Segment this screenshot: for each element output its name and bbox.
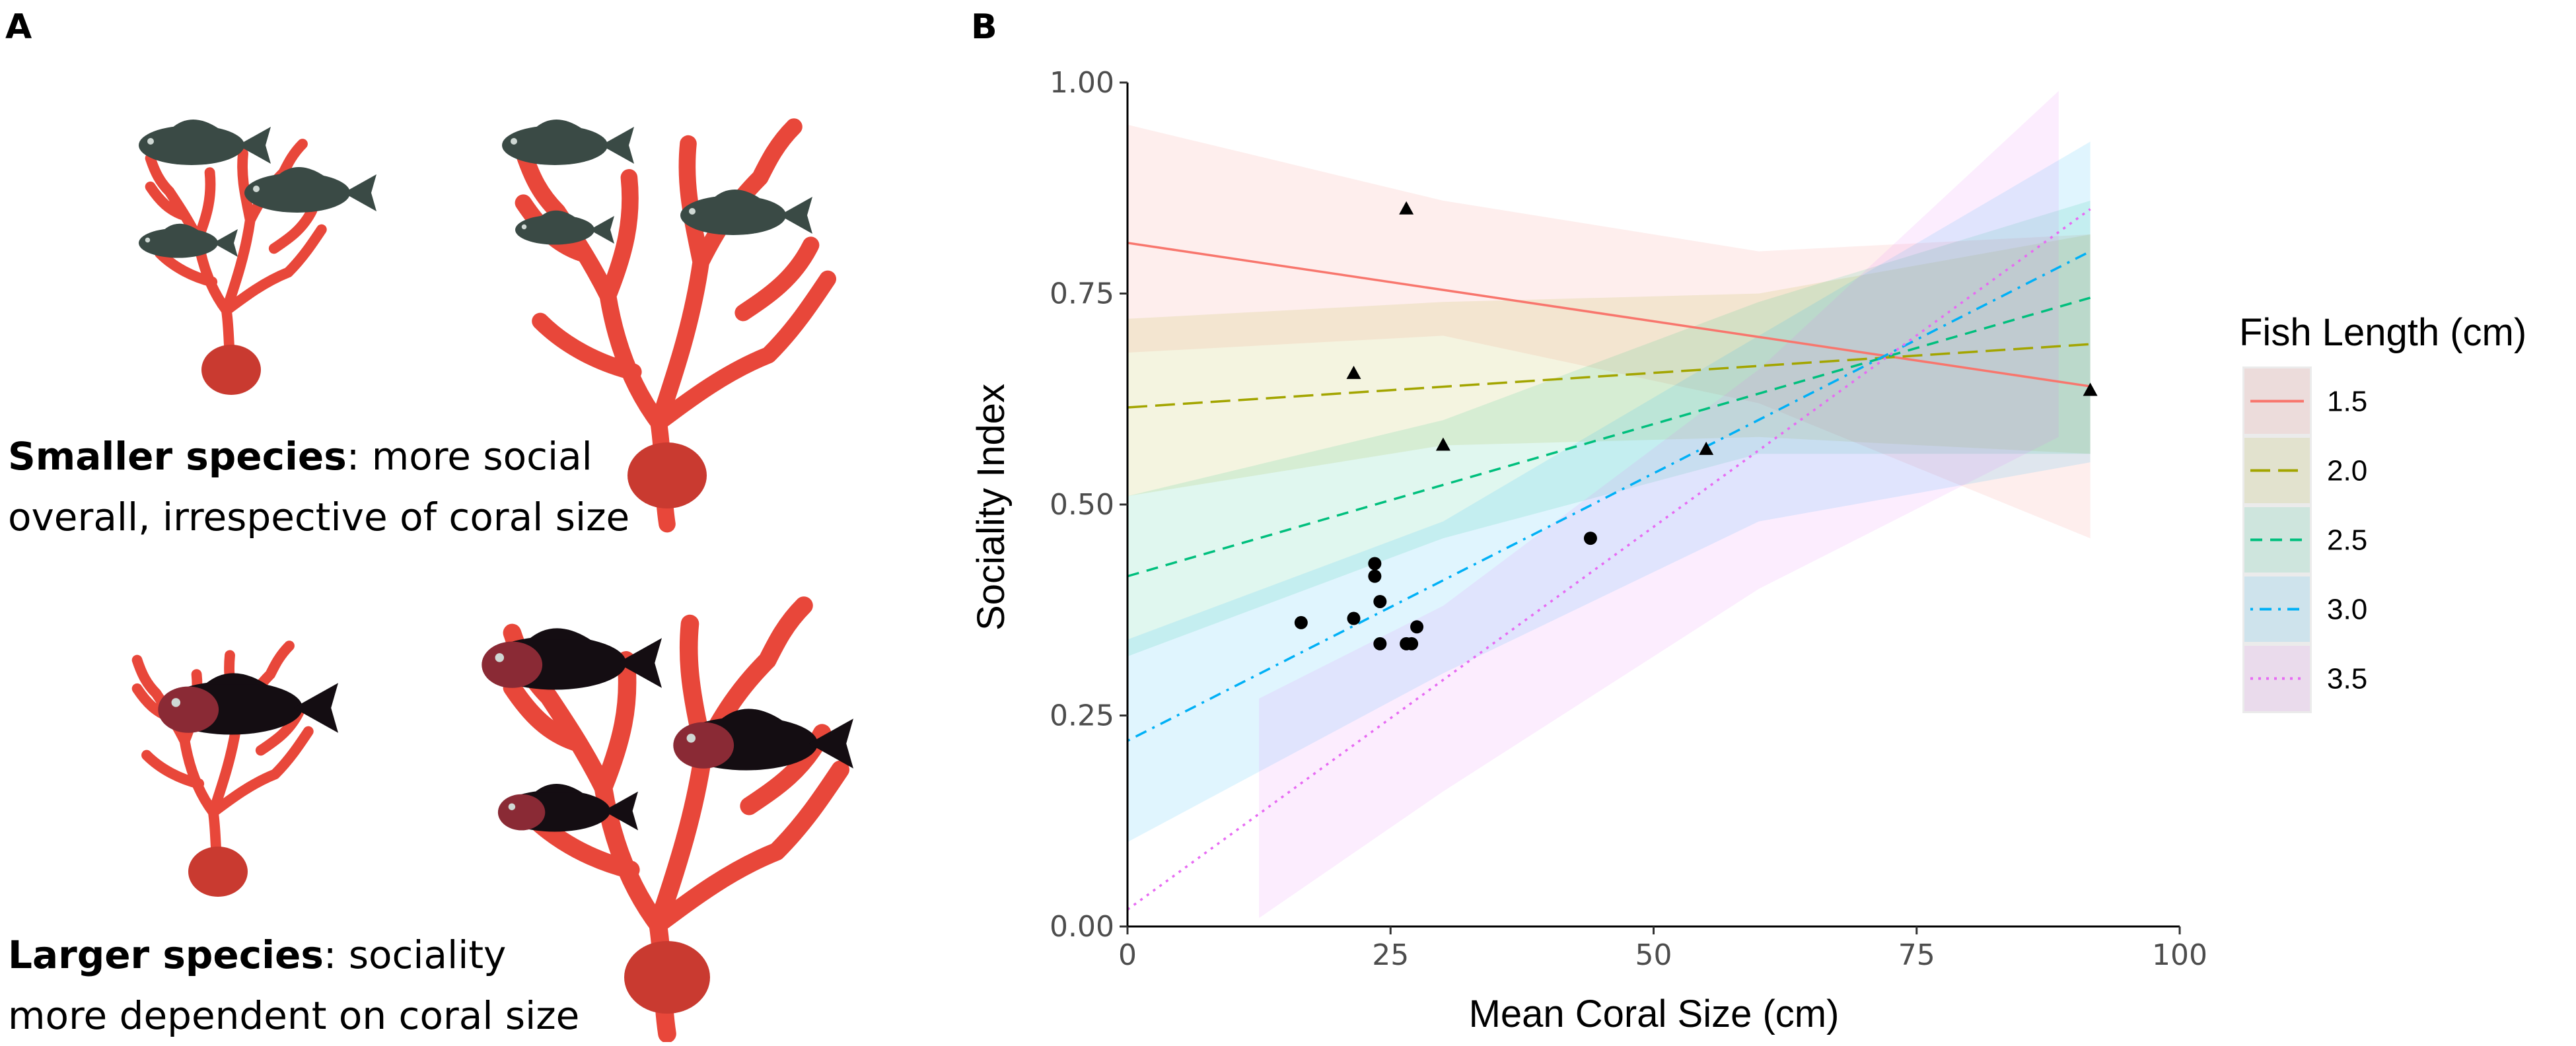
y-tick-label: 0.00	[1050, 910, 1114, 944]
data-point-circle	[1583, 532, 1597, 545]
coral-base	[201, 345, 261, 395]
data-point-triangle	[2083, 382, 2098, 396]
large-fish	[497, 784, 638, 832]
legend-label: 3.5	[2327, 663, 2367, 695]
fit-lines	[1126, 208, 2091, 911]
legend-label: 1.5	[2327, 386, 2367, 418]
fit-line-2-5	[1127, 296, 2091, 578]
small-species-caption-bold: Smaller species	[8, 434, 347, 479]
data-point-triangle	[1346, 365, 1361, 379]
ci-band-2-0	[1127, 234, 2091, 497]
x-tick-label: 75	[1898, 938, 1935, 972]
legend-label: 3.0	[2327, 594, 2367, 626]
data-point-triangle	[1699, 441, 1714, 455]
data-point-circle	[1368, 557, 1382, 571]
panel-b-letter: B	[971, 7, 997, 47]
confidence-bands	[1127, 90, 2091, 919]
data-point-circle	[1410, 620, 1424, 634]
small-fish-group	[139, 120, 812, 258]
fit-line-3-5	[1126, 208, 2091, 911]
large-fish	[482, 628, 662, 690]
coral-base	[188, 847, 248, 897]
y-tick-label: 0.75	[1050, 277, 1114, 311]
small-species-caption-rest: : more social	[346, 434, 592, 479]
data-point-circle	[1294, 615, 1308, 629]
small-fish	[680, 190, 812, 235]
large-species-caption-line2: more dependent on coral size	[8, 993, 580, 1038]
small-fish	[502, 120, 634, 165]
x-tick-label: 25	[1372, 938, 1409, 972]
small-species-caption: Smaller species: more social overall, ir…	[8, 426, 629, 547]
coral-base	[627, 442, 707, 508]
data-point-circle	[1373, 594, 1387, 608]
large-species-caption-rest: : sociality	[323, 932, 507, 977]
y-tick-label: 0.25	[1050, 699, 1114, 733]
small-fish	[139, 223, 238, 258]
data-points	[1294, 201, 2098, 650]
data-point-circle	[1405, 637, 1419, 650]
large-fish	[158, 673, 338, 735]
fit-line-2-0	[1127, 343, 2091, 409]
large-species-caption: Larger species: sociality more dependent…	[8, 924, 579, 1046]
panel-b: B 0 25 50 75 100 0.00 0.25 0.50 0.75 1.00 Mean Co…	[970, 7, 2526, 1035]
y-axis-title: Sociality Index	[970, 384, 1013, 631]
data-point-triangle	[1399, 201, 1414, 215]
legend-title: Fish Length (cm)	[2239, 311, 2526, 354]
y-tick-label: 1.00	[1050, 66, 1114, 100]
data-point-circle	[1368, 569, 1382, 583]
ci-band-3-0	[1127, 141, 2091, 843]
x-tick-label: 50	[1635, 938, 1672, 972]
legend-key-fill	[2244, 576, 2310, 642]
ci-band-2-5	[1127, 200, 2091, 656]
small-fish	[244, 167, 376, 213]
x-axis-title: Mean Coral Size (cm)	[1469, 993, 1840, 1035]
panel-a: A	[5, 7, 853, 1034]
data-point-circle	[1347, 611, 1361, 625]
legend-label: 2.0	[2327, 455, 2367, 487]
y-tick-label: 0.50	[1050, 488, 1114, 522]
large-fish-group	[158, 628, 853, 832]
data-point-circle	[1373, 637, 1387, 650]
data-point-triangle	[1435, 437, 1450, 451]
large-species-caption-bold: Larger species	[8, 932, 324, 977]
legend: Fish Length (cm) 1.5 2.0 2.5 3.0 3.5	[2239, 311, 2526, 713]
small-species-caption-line2: overall, irrespective of coral size	[8, 495, 630, 540]
ci-band-3-5	[1259, 90, 2059, 919]
large-fish	[673, 709, 853, 771]
small-fish	[139, 120, 271, 165]
fit-line-1-5	[1127, 242, 2091, 388]
legend-label: 2.5	[2327, 524, 2367, 557]
x-tick-label: 100	[2152, 938, 2207, 972]
axes: 0 25 50 75 100 0.00 0.25 0.50 0.75 1.00	[1050, 66, 2207, 972]
x-tick-label: 0	[1118, 938, 1137, 972]
coral-base	[624, 941, 710, 1014]
coral-illustrations	[137, 127, 841, 1034]
small-fish	[515, 210, 614, 245]
panel-a-letter: A	[5, 7, 32, 47]
fit-line-3-0	[1127, 250, 2091, 742]
ci-band-1-5	[1127, 124, 2091, 539]
